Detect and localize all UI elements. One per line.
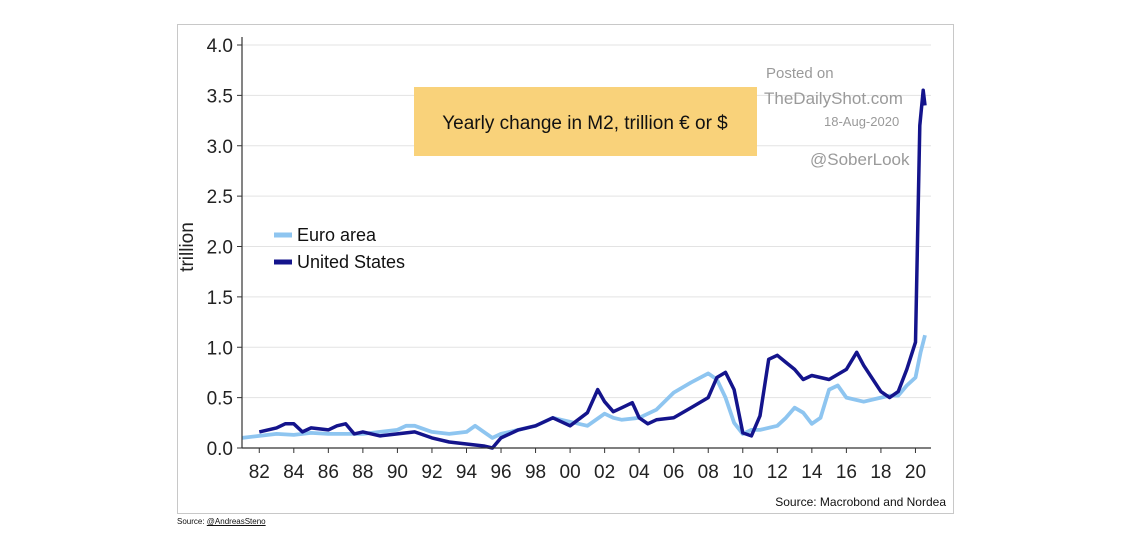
x-tick-label: 84 [283,462,305,483]
x-tick-label: 92 [421,462,442,483]
y-tick-label: 4.0 [207,36,233,57]
x-tick-label: 82 [249,462,270,483]
x-tick-label: 08 [698,462,719,483]
watermark: Posted on TheDailyShot.com 18-Aug-2020 @… [764,65,910,169]
x-tick-label: 12 [767,462,788,483]
watermark-posted-on: Posted on [766,65,834,82]
y-tick-label: 2.5 [207,187,233,208]
x-tick-label: 10 [732,462,753,483]
legend-label-euro-area: Euro area [297,225,377,245]
x-tick-label: 88 [352,462,373,483]
y-axis-label: trillion [178,222,198,272]
y-tick-label: 2.0 [207,238,233,259]
x-tick-label: 96 [490,462,511,483]
title-box [414,87,757,156]
footer-source: Source: @AndreasSteno [177,517,266,526]
y-tick-label: 3.5 [207,86,233,107]
legend-label-united-states: United States [297,252,405,272]
watermark-date: 18-Aug-2020 [824,114,899,129]
y-tick-label: 1.0 [207,338,233,359]
series-line-euro-area [241,334,927,440]
chart-svg: 0.0 0.5 1.0 1.5 2.0 2.5 3.0 3.5 4.0 82 84 86 88 90 92… [178,36,946,509]
x-tick-label: 06 [663,462,684,483]
series-line-united-states [258,88,927,450]
y-tick-label: 0.0 [207,439,233,460]
x-tick-label: 00 [560,462,581,483]
y-tick-label: 3.0 [207,137,233,158]
chart-title: Yearly change in M2, trillion € or $ [442,113,728,134]
axes [237,37,931,453]
x-tick-label: 18 [870,462,891,483]
x-tick-label: 20 [905,462,926,483]
y-tick-labels: 0.0 0.5 1.0 1.5 2.0 2.5 3.0 3.5 4.0 [207,36,233,460]
x-tick-label: 04 [629,462,651,483]
x-tick-label: 16 [836,462,857,483]
legend: Euro area United States [274,225,405,272]
chart-source: Source: Macrobond and Nordea [775,495,946,509]
chart-frame: 0.0 0.5 1.0 1.5 2.0 2.5 3.0 3.5 4.0 82 84 86 88 90 92… [177,24,954,514]
watermark-handle: @SoberLook [810,150,910,169]
x-tick-label: 94 [456,462,478,483]
x-tick-label: 90 [387,462,408,483]
watermark-site: TheDailyShot.com [764,89,903,108]
x-tick-label: 98 [525,462,546,483]
y-tick-label: 1.5 [207,288,233,309]
x-tick-labels: 82 84 86 88 90 92 94 96 98 00 02 04 06 08 10 12 14 16 18 20 [249,462,926,483]
x-tick-label: 14 [801,462,823,483]
y-tick-label: 0.5 [207,389,233,410]
footer-source-prefix: Source: [177,517,207,526]
x-tick-label: 86 [318,462,339,483]
footer-source-link[interactable]: @AndreasSteno [206,517,266,526]
x-tick-label: 02 [594,462,615,483]
series-lines [241,88,927,450]
